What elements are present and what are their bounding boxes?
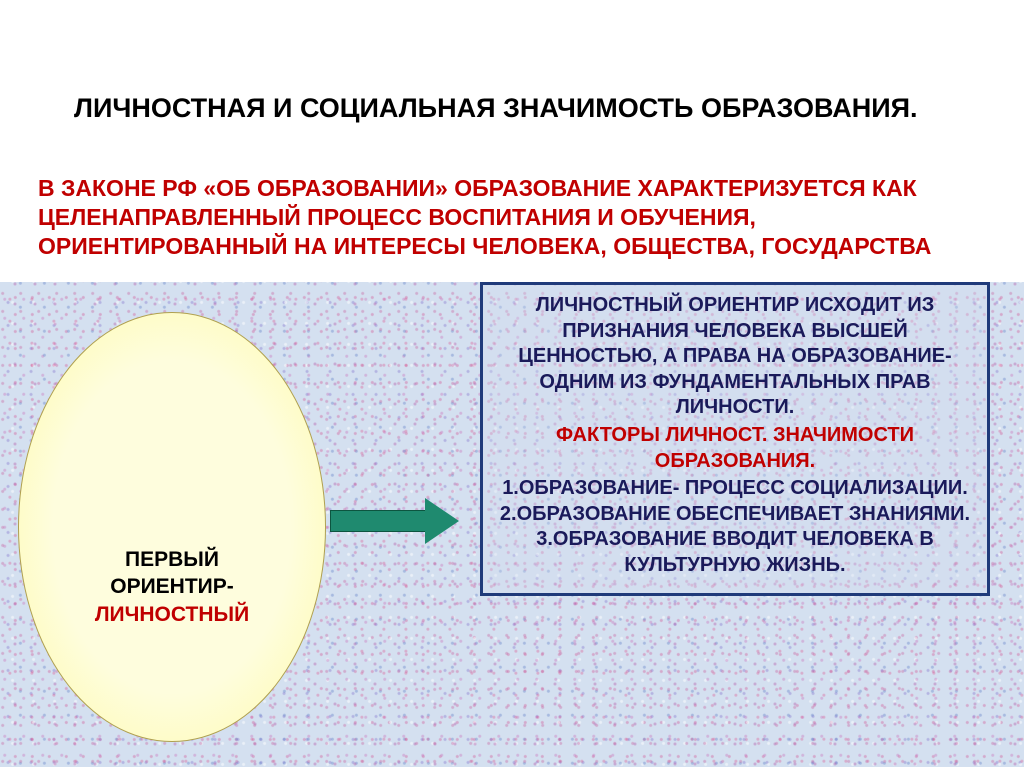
info-box: ЛИЧНОСТНЫЙ ОРИЕНТИР ИСХОДИТ ИЗ ПРИЗНАНИЯ…: [480, 282, 990, 596]
info-paragraph-2: ФАКТОРЫ ЛИЧНОСТ. ЗНАЧИМОСТИ ОБРАЗОВАНИЯ.: [497, 423, 973, 474]
info-text: ЛИЧНОСТНЫЙ ОРИЕНТИР ИСХОДИТ ИЗ ПРИЗНАНИЯ…: [497, 293, 973, 579]
ellipse-shape: ПЕРВЫЙ ОРИЕНТИР- ЛИЧНОСТНЫЙ: [18, 312, 326, 742]
arrow-shaft: [330, 510, 426, 532]
slide-title: ЛИЧНОСТНАЯ И СОЦИАЛЬНАЯ ЗНАЧИМОСТЬ ОБРАЗ…: [74, 92, 918, 124]
intro-text: В ЗАКОНЕ РФ «ОБ ОБРАЗОВАНИИ» ОБРАЗОВАНИЕ…: [38, 174, 986, 260]
info-paragraph-3: 1.ОБРАЗОВАНИЕ- ПРОЦЕСС СОЦИАЛИЗАЦИИ.2.ОБ…: [497, 476, 973, 578]
slide-content: ЛИЧНОСТНАЯ И СОЦИАЛЬНАЯ ЗНАЧИМОСТЬ ОБРАЗ…: [0, 0, 1024, 767]
ellipse-text: ПЕРВЫЙ ОРИЕНТИР- ЛИЧНОСТНЫЙ: [95, 546, 249, 628]
arrow-head: [425, 498, 459, 544]
ellipse-line2: ОРИЕНТИР-: [95, 573, 249, 600]
ellipse-fill: ПЕРВЫЙ ОРИЕНТИР- ЛИЧНОСТНЫЙ: [18, 312, 326, 742]
info-paragraph-1: ЛИЧНОСТНЫЙ ОРИЕНТИР ИСХОДИТ ИЗ ПРИЗНАНИЯ…: [497, 293, 973, 421]
ellipse-line3: ЛИЧНОСТНЫЙ: [95, 601, 249, 628]
arrow-icon: [330, 498, 460, 544]
ellipse-line1: ПЕРВЫЙ: [95, 546, 249, 573]
